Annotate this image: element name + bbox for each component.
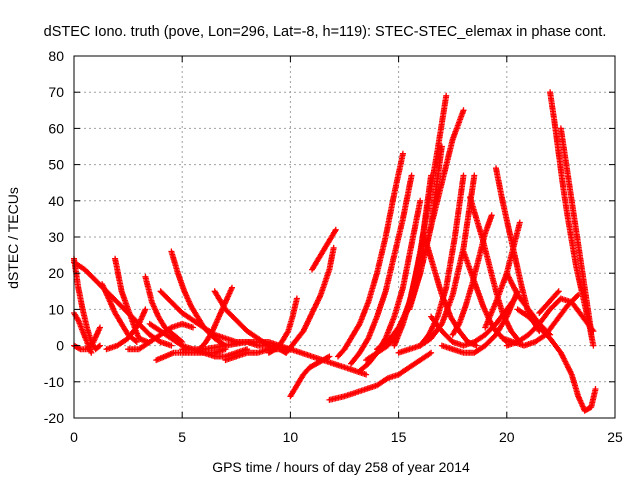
data-point xyxy=(363,371,370,378)
data-point xyxy=(76,345,83,352)
data-point xyxy=(229,284,235,291)
data-point xyxy=(97,342,103,349)
data-point xyxy=(133,339,140,345)
x-tick-label: 0 xyxy=(70,429,78,445)
x-axis-label: GPS time / hours of day 258 of year 2014 xyxy=(212,459,470,475)
data-point xyxy=(574,293,581,299)
data-point xyxy=(326,353,333,360)
series-7 xyxy=(142,273,186,345)
x-tick-label: 5 xyxy=(178,429,186,445)
plot-area xyxy=(71,89,599,414)
data-point xyxy=(516,219,523,226)
y-tick-label: 80 xyxy=(48,48,64,64)
series-16 xyxy=(179,339,294,353)
series-22 xyxy=(326,349,435,403)
data-point xyxy=(355,322,362,329)
data-point xyxy=(97,324,103,331)
data-point xyxy=(88,349,95,356)
data-point xyxy=(460,172,467,179)
data-point xyxy=(473,342,480,349)
y-tick-label: 40 xyxy=(48,193,64,209)
series-4 xyxy=(99,281,140,345)
data-point xyxy=(95,343,102,350)
series-8 xyxy=(125,320,196,353)
data-point xyxy=(547,331,554,338)
data-point xyxy=(168,342,175,349)
series-46 xyxy=(536,288,562,316)
chart-title: dSTEC Iono. truth (pove, Lon=296, Lat=-8… xyxy=(44,24,607,40)
data-point xyxy=(293,295,300,302)
series-41 xyxy=(514,306,599,414)
grid xyxy=(74,56,615,418)
data-point xyxy=(546,330,552,337)
data-point xyxy=(399,150,406,157)
y-tick-label: -20 xyxy=(44,410,64,426)
data-point xyxy=(428,349,435,356)
series-19 xyxy=(283,244,337,356)
series-42 xyxy=(499,291,582,349)
series-23 xyxy=(335,150,406,360)
y-tick-label: 60 xyxy=(48,120,64,136)
series-45 xyxy=(503,270,554,338)
x-tick-label: 15 xyxy=(391,429,407,445)
x-tick-label: 25 xyxy=(607,429,623,445)
y-tick-label: -10 xyxy=(44,374,64,390)
y-axis-label: dSTEC / TECUs xyxy=(5,187,21,289)
data-point xyxy=(555,288,562,295)
data-point xyxy=(471,172,478,179)
data-point xyxy=(488,212,495,219)
data-point xyxy=(332,226,339,233)
data-point xyxy=(554,289,561,296)
series-3 xyxy=(71,324,103,353)
data-point xyxy=(443,92,450,99)
data-point xyxy=(460,107,467,114)
series-21 xyxy=(309,226,339,273)
data-point xyxy=(588,328,595,335)
series-29 xyxy=(406,107,467,313)
data-point xyxy=(417,197,424,204)
data-point xyxy=(132,337,139,344)
x-tick-label: 20 xyxy=(499,429,515,445)
series-15 xyxy=(222,346,294,364)
data-point xyxy=(455,322,462,329)
series-44 xyxy=(557,125,595,335)
axis-ticks: 0 5 10 15 20 25 -20 -10 0 10 20 30 40 50 60 70 80 xyxy=(44,48,623,445)
series-20 xyxy=(287,346,370,378)
y-tick-label: 70 xyxy=(48,84,64,100)
series-6 xyxy=(103,306,149,353)
y-tick-label: 30 xyxy=(48,229,64,245)
series-24 xyxy=(348,172,415,367)
data-point xyxy=(330,244,337,251)
data-point xyxy=(592,386,599,392)
series-37 xyxy=(449,212,495,338)
data-point xyxy=(408,172,415,179)
series-32 xyxy=(421,234,480,349)
data-point xyxy=(142,306,149,313)
y-tick-label: 10 xyxy=(48,301,64,317)
y-tick-label: 0 xyxy=(56,338,64,354)
x-tick-label: 10 xyxy=(283,429,299,445)
series-17 xyxy=(265,295,300,356)
data-point xyxy=(190,324,196,331)
y-tick-label: 50 xyxy=(48,157,64,173)
series-31 xyxy=(417,172,467,349)
data-point xyxy=(590,342,597,349)
y-tick-label: 20 xyxy=(48,265,64,281)
